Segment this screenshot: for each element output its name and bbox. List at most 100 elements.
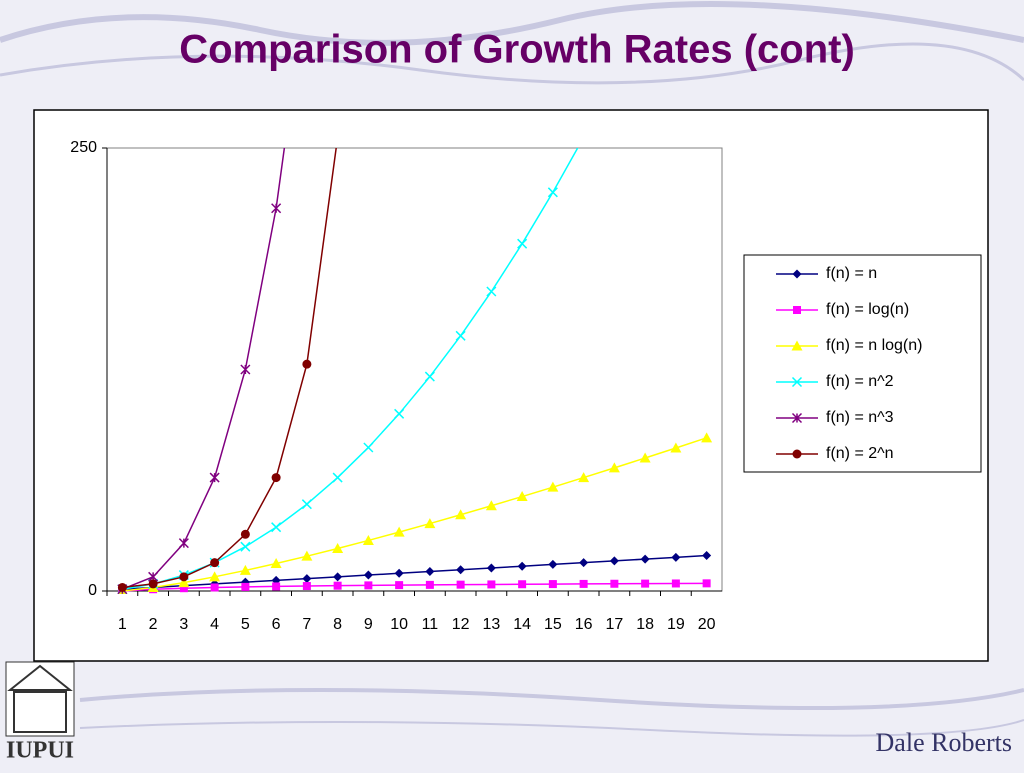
marker — [792, 449, 802, 459]
marker — [179, 572, 189, 582]
marker — [240, 364, 251, 375]
marker — [179, 584, 188, 593]
series — [117, 0, 711, 592]
marker — [701, 432, 713, 443]
line — [122, 148, 579, 590]
logo-text: IUPUI — [6, 738, 74, 764]
marker — [548, 580, 557, 589]
slide-title: Comparison of Growth Rates (cont) — [179, 28, 855, 72]
marker — [793, 306, 801, 314]
x-tick-label: 3 — [179, 616, 188, 633]
legend-label: f(n) = n — [826, 265, 877, 282]
x-tick-label: 14 — [513, 616, 531, 633]
marker — [639, 452, 651, 463]
x-tick-label: 2 — [149, 616, 158, 633]
marker — [333, 581, 342, 590]
x-tick-label: 8 — [333, 616, 342, 633]
marker — [363, 570, 373, 580]
legend-label: f(n) = n^2 — [826, 373, 894, 390]
logo: IUPUI — [5, 661, 75, 764]
marker — [332, 542, 344, 553]
marker — [332, 472, 343, 483]
marker — [362, 534, 374, 545]
marker — [579, 579, 588, 588]
marker — [640, 554, 650, 564]
decoration — [0, 1, 1024, 737]
marker — [641, 579, 650, 588]
marker — [302, 582, 311, 591]
marker — [424, 518, 436, 529]
marker — [210, 558, 220, 568]
marker — [271, 473, 281, 483]
legend-label: f(n) = log(n) — [826, 301, 909, 318]
marker — [456, 565, 466, 575]
marker — [272, 582, 281, 591]
marker — [456, 580, 465, 589]
marker — [455, 509, 467, 520]
marker — [148, 579, 158, 589]
marker — [791, 340, 803, 351]
marker — [455, 330, 466, 341]
marker — [608, 462, 620, 473]
x-tick-label: 18 — [636, 616, 654, 633]
marker — [209, 472, 220, 483]
marker — [333, 572, 343, 582]
legend-label: f(n) = 2^n — [826, 445, 894, 462]
marker — [548, 559, 558, 569]
x-tick-label: 1 — [118, 616, 127, 633]
marker — [547, 481, 559, 492]
marker — [517, 561, 527, 571]
marker — [516, 491, 528, 502]
marker — [670, 442, 682, 453]
marker — [702, 579, 711, 588]
marker — [271, 522, 282, 533]
marker — [791, 412, 803, 424]
legend-label: f(n) = n log(n) — [826, 337, 922, 354]
x-tick-label: 17 — [605, 616, 623, 633]
marker — [270, 558, 282, 569]
x-tick-label: 4 — [210, 616, 219, 633]
marker — [178, 577, 190, 588]
marker — [210, 583, 219, 592]
marker — [240, 541, 251, 552]
legend-label: f(n) = n^3 — [826, 409, 894, 426]
marker — [702, 551, 712, 561]
marker — [302, 574, 312, 584]
x-tick-label: 5 — [241, 616, 250, 633]
marker — [301, 550, 313, 561]
marker — [579, 558, 589, 568]
marker — [117, 582, 127, 592]
marker — [487, 580, 496, 589]
marker — [518, 580, 527, 589]
author: Dale Roberts — [876, 728, 1012, 757]
marker — [301, 499, 312, 510]
x-tick-label: 13 — [482, 616, 500, 633]
x-tick-label: 6 — [272, 616, 281, 633]
x-tick-label: 7 — [302, 616, 311, 633]
marker — [424, 371, 435, 382]
x-tick-label: 15 — [544, 616, 562, 633]
marker — [209, 571, 221, 582]
marker — [178, 538, 189, 549]
marker — [394, 568, 404, 578]
marker — [425, 580, 434, 589]
marker — [241, 582, 250, 591]
line — [122, 437, 707, 592]
marker — [395, 581, 404, 590]
marker — [394, 408, 405, 419]
x-tick-label: 19 — [667, 616, 685, 633]
x-tick-label: 12 — [452, 616, 470, 633]
marker — [486, 286, 497, 297]
marker — [578, 472, 590, 483]
marker — [364, 581, 373, 590]
marker — [517, 238, 528, 249]
plot-area — [106, 147, 723, 592]
y-tick-label: 0 — [88, 582, 97, 599]
x-tick-label: 16 — [575, 616, 593, 633]
marker — [486, 563, 496, 573]
marker — [791, 376, 803, 388]
marker — [485, 500, 497, 511]
marker — [792, 269, 802, 279]
marker — [425, 567, 435, 577]
x-tick-label: 20 — [698, 616, 716, 633]
